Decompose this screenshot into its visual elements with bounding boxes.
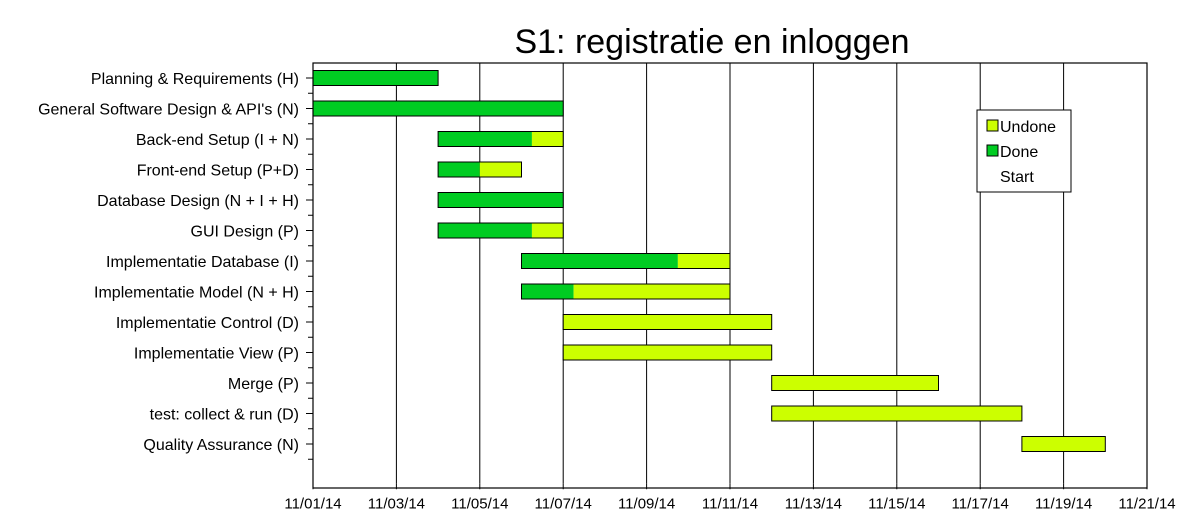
task-label: Merge (P) — [228, 376, 299, 393]
bar-done — [438, 223, 532, 238]
bar-outline — [521, 253, 731, 269]
bar-outline — [437, 161, 523, 178]
bar-outline — [562, 344, 773, 361]
bar-done — [313, 70, 439, 86]
x-tick-label: 11/09/14 — [618, 495, 675, 512]
bar-undone — [563, 314, 772, 330]
bars — [312, 70, 1106, 452]
task-label: test: collect & run (D) — [150, 407, 299, 424]
task-label: Planning & Requirements (H) — [91, 71, 299, 88]
legend: Undone Done Start — [976, 109, 1072, 193]
legend-swatch — [986, 144, 999, 157]
legend-label: Undone — [1000, 119, 1056, 136]
task-label: Front-end Setup (P+D) — [137, 163, 299, 180]
legend-label: Start — [1000, 169, 1034, 186]
bar-done — [438, 192, 564, 208]
x-tick-label: 11/21/14 — [1118, 495, 1175, 512]
bar-done — [313, 101, 564, 116]
task-label: Implementatie Database (I) — [106, 254, 299, 271]
x-tick-label: 11/11/14 — [702, 495, 758, 512]
bar-outline — [771, 375, 940, 391]
bar-undone — [1021, 436, 1106, 452]
legend-label: Done — [1000, 144, 1038, 161]
bar-outline — [562, 314, 773, 330]
bar-undone — [531, 223, 564, 238]
x-tick-label: 11/01/14 — [284, 495, 341, 512]
bar-outline — [521, 283, 731, 300]
bar-undone — [771, 406, 1022, 421]
task-label: Back-end Setup (I + N) — [136, 132, 299, 149]
bar-undone — [531, 131, 564, 147]
legend-swatch — [986, 119, 999, 132]
bar-outline — [1021, 436, 1106, 452]
bar-done — [521, 284, 574, 299]
bar-outline — [437, 131, 564, 147]
bar-undone — [771, 375, 939, 391]
task-labels: Planning & Requirements (H) General Softw… — [38, 71, 313, 460]
x-tick-label: 11/03/14 — [368, 495, 425, 512]
task-label: GUI Design (P) — [191, 224, 299, 241]
bar-done — [438, 162, 480, 177]
x-tick-label: 11/15/14 — [868, 495, 925, 512]
bar-undone — [677, 253, 730, 269]
bar-outline — [771, 405, 1023, 422]
bar-undone — [573, 284, 730, 299]
chart-title: S1: registratie en inloggen — [514, 23, 909, 61]
task-label: General Software Design & API's (N) — [38, 102, 299, 119]
task-label: Implementatie View (P) — [134, 346, 299, 363]
bar-outline — [437, 222, 564, 239]
x-tick-label: 11/17/14 — [952, 495, 1009, 512]
task-label: Implementatie Control (D) — [116, 315, 299, 332]
bar-undone — [479, 162, 522, 177]
task-label: Quality Assurance (N) — [143, 437, 299, 454]
x-tick-label: 11/05/14 — [451, 495, 508, 512]
x-tick-label: 11/07/14 — [535, 495, 592, 512]
x-tick-label: 11/19/14 — [1035, 495, 1092, 512]
x-tick-label: 11/13/14 — [785, 495, 842, 512]
bar-done — [438, 131, 532, 147]
bar-done — [521, 253, 678, 269]
bar-undone — [563, 345, 772, 360]
task-label: Implementatie Model (N + H) — [94, 285, 299, 302]
x-axis-ticks: 11/01/14 11/03/14 11/05/14 11/07/14 11/09/14… — [284, 483, 1176, 512]
task-label: Database Design (N + I + H) — [97, 193, 299, 210]
bar-outline — [437, 192, 564, 208]
